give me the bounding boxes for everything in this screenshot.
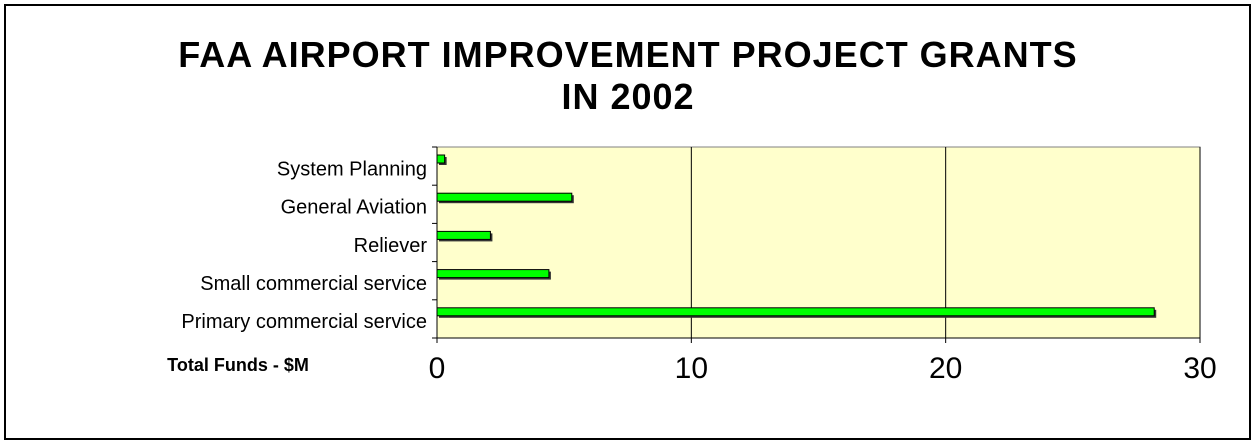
x-tick-label: 30 xyxy=(1183,352,1216,385)
bar xyxy=(436,230,491,240)
bar xyxy=(436,269,550,279)
y-tick-label: Primary commercial service xyxy=(181,311,427,333)
bar xyxy=(436,192,573,202)
y-tick-label: General Aviation xyxy=(281,197,427,219)
bar xyxy=(436,154,446,164)
y-tick-label: Reliever xyxy=(354,235,428,257)
x-tick-label: 20 xyxy=(929,352,962,385)
plot-area xyxy=(436,146,1201,339)
chart-title: FAA AIRPORT IMPROVEMENT PROJECT GRANTS I… xyxy=(178,34,1078,117)
x-tick-label: 10 xyxy=(675,352,708,385)
x-axis-label: Total Funds - $M xyxy=(167,355,309,375)
y-tick-label: System Planning xyxy=(277,158,427,180)
x-tick-label: 0 xyxy=(429,352,446,385)
bar xyxy=(436,307,1155,317)
y-tick-label: Small commercial service xyxy=(200,273,427,295)
